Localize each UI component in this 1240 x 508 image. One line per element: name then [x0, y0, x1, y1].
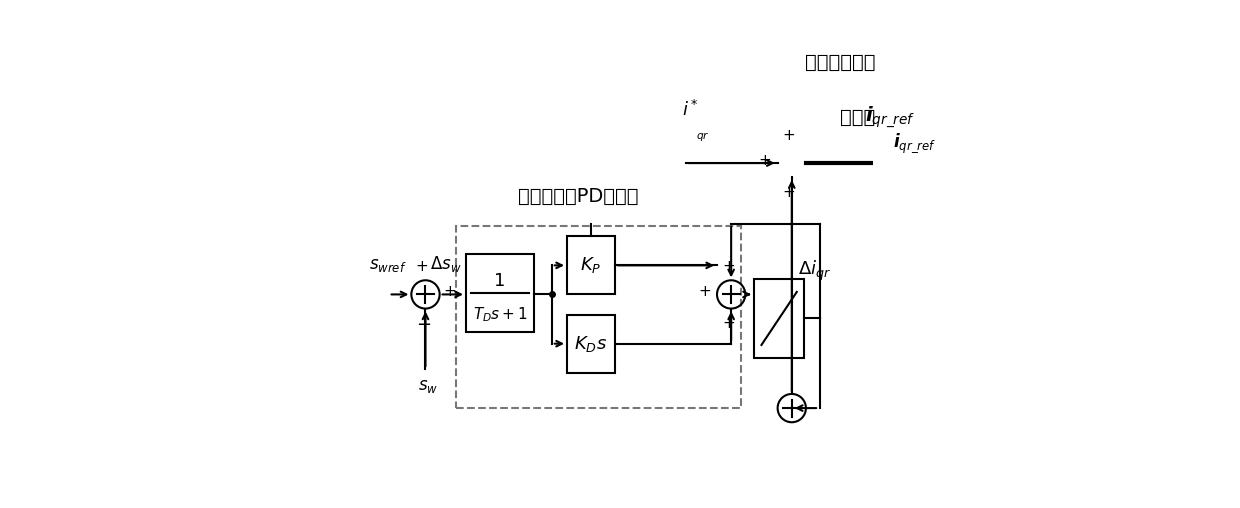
Text: +: + — [782, 128, 796, 143]
Text: 目标值: 目标值 — [839, 108, 875, 127]
FancyBboxPatch shape — [567, 236, 615, 295]
Text: $K_D s$: $K_D s$ — [574, 334, 608, 354]
Text: +: + — [722, 259, 735, 274]
Text: +: + — [759, 153, 771, 168]
Text: $s_{wref}$: $s_{wref}$ — [368, 256, 407, 274]
Text: 不完全微分PD控制器: 不完全微分PD控制器 — [518, 187, 639, 206]
FancyBboxPatch shape — [754, 279, 805, 358]
Text: $\Delta s_w$: $\Delta s_w$ — [430, 254, 461, 274]
Text: $i^*$: $i^*$ — [682, 100, 699, 120]
Text: +: + — [722, 316, 735, 331]
Text: $\boldsymbol{i}_{qr\_ref}$: $\boldsymbol{i}_{qr\_ref}$ — [866, 105, 915, 130]
Text: $\Delta i_{qr}$: $\Delta i_{qr}$ — [797, 259, 831, 282]
FancyBboxPatch shape — [567, 314, 615, 373]
Text: $K_P$: $K_P$ — [580, 256, 601, 275]
Text: +: + — [415, 259, 428, 274]
FancyBboxPatch shape — [466, 254, 534, 332]
Text: +: + — [698, 284, 711, 299]
Text: 1: 1 — [495, 271, 506, 290]
Text: −: − — [417, 316, 432, 334]
Text: $_{qr}$: $_{qr}$ — [697, 128, 711, 143]
Text: $s_w$: $s_w$ — [418, 377, 438, 395]
Text: $\boldsymbol{i}_{qr\_ref}$: $\boldsymbol{i}_{qr\_ref}$ — [893, 131, 936, 154]
Text: +: + — [444, 284, 456, 299]
Text: +: + — [782, 185, 796, 200]
Text: $T_D s+1$: $T_D s+1$ — [472, 305, 527, 324]
Text: 电流内环控制: 电流内环控制 — [805, 52, 875, 72]
